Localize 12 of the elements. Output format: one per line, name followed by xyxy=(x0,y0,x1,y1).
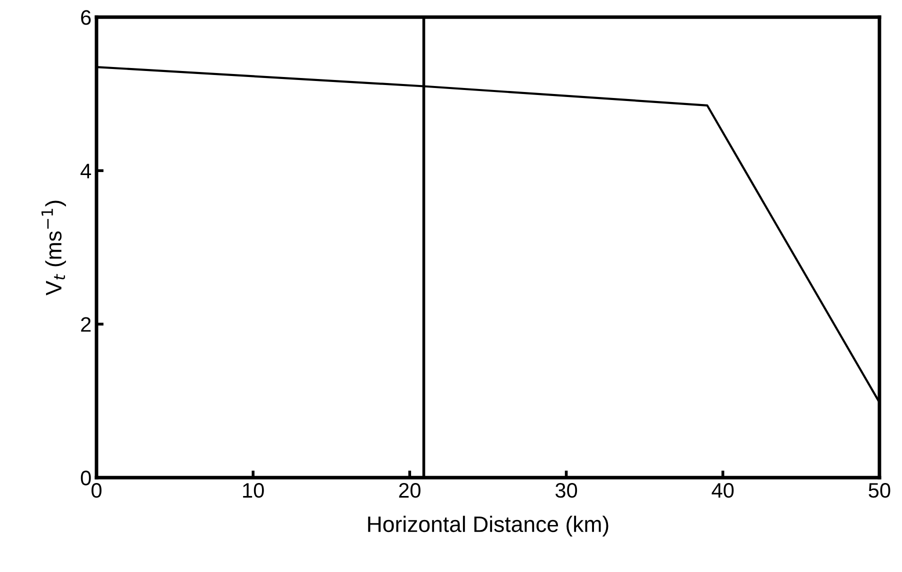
x-tick-label: 40 xyxy=(712,483,734,498)
x-axis-title: Horizontal Distance (km) xyxy=(368,516,608,536)
x-tick-label: 30 xyxy=(555,483,578,498)
x-tick-label: 20 xyxy=(399,483,420,498)
x-tick-label: 50 xyxy=(868,483,890,498)
y-axis-title: V$_{t}$ (ms$^{−1}$) xyxy=(42,200,66,296)
x-tick-label: 10 xyxy=(243,483,264,498)
y-tick-label: 6 xyxy=(81,10,91,25)
y-tick-label: 2 xyxy=(81,317,91,332)
x-tick-label: 0 xyxy=(92,483,102,498)
y-tick-label: 4 xyxy=(80,164,92,178)
y-tick-label: 0 xyxy=(80,470,91,486)
